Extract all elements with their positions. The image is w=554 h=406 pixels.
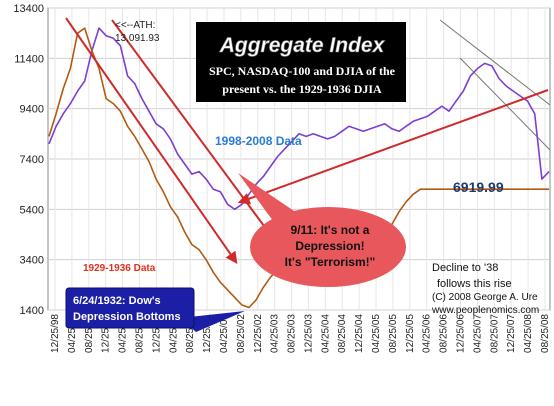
last-value-label: 6919.99 bbox=[453, 179, 504, 195]
y-tick-label: 13400 bbox=[13, 3, 44, 15]
bubble-text-line1: 9/11: It's not a bbox=[291, 223, 370, 237]
ath-label-line2: 13,091.93 bbox=[115, 33, 160, 44]
x-tick-label: 12/25/07 bbox=[506, 314, 517, 353]
x-tick-label: 12/25/04 bbox=[354, 314, 365, 353]
x-tick-label: 04/25/01 bbox=[168, 314, 179, 353]
chart-title: Aggregate Index bbox=[219, 34, 386, 57]
y-tick-label: 3400 bbox=[20, 255, 44, 267]
terrorism-bubble bbox=[250, 207, 406, 287]
trend-arrow-2 bbox=[111, 19, 280, 247]
chart-subtitle-line2: present vs. the 1929-1936 DJIA bbox=[222, 82, 382, 96]
x-tick-label: 08/25/01 bbox=[185, 314, 196, 353]
x-tick-label: 04/25/05 bbox=[371, 314, 382, 353]
x-tick-label: 08/25/04 bbox=[337, 314, 348, 353]
x-tick-label: 04/25/00 bbox=[118, 314, 129, 353]
y-tick-label: 9400 bbox=[20, 104, 44, 116]
decline-note-line2: follows this rise bbox=[437, 278, 512, 290]
y-tick-label: 5400 bbox=[20, 204, 44, 216]
x-tick-label: 12/25/05 bbox=[405, 314, 416, 353]
decline-note-line1: Decline to '38 bbox=[432, 262, 498, 274]
bottom-callout-line2: Depression Bottoms bbox=[73, 311, 181, 323]
x-tick-label: 12/25/00 bbox=[151, 314, 162, 353]
x-tick-label: 08/25/99 bbox=[84, 314, 95, 353]
channel-line-upper bbox=[439, 19, 551, 106]
ath-label-line1: <<--ATH: bbox=[115, 20, 155, 31]
channel-line-lower bbox=[459, 57, 551, 151]
bottom-callout-box bbox=[65, 287, 195, 329]
x-tick-label: 12/25/98 bbox=[50, 314, 61, 353]
x-tick-label: 08/25/03 bbox=[287, 314, 298, 353]
x-tick-label: 04/25/08 bbox=[523, 314, 534, 353]
x-tick-label: 08/25/06 bbox=[439, 314, 450, 353]
x-axis-ticks: 12/25/98 04/25/99 08/25/99 12/25/99 04/25/00… bbox=[50, 314, 551, 353]
x-tick-label: 04/25/07 bbox=[472, 314, 483, 353]
x-tick-label: 12/25/01 bbox=[202, 314, 213, 353]
x-tick-label: 08/25/00 bbox=[134, 314, 145, 353]
x-tick-label: 08/25/02 bbox=[236, 314, 247, 353]
bubble-text-line3: It's "Terrorism!" bbox=[285, 255, 376, 269]
x-tick-label: 04/25/02 bbox=[219, 314, 230, 353]
x-tick-label: 12/25/99 bbox=[101, 314, 112, 353]
bubble-text-line2: Depression! bbox=[295, 239, 364, 253]
copyright-text: (C) 2008 George A. Ure bbox=[432, 292, 538, 303]
x-tick-label: 08/25/05 bbox=[388, 314, 399, 353]
y-tick-label: 11400 bbox=[14, 53, 44, 65]
y-tick-label: 1400 bbox=[20, 305, 44, 317]
x-tick-label: 04/25/04 bbox=[320, 314, 331, 353]
y-tick-label: 7400 bbox=[20, 154, 44, 166]
trend-arrow-3 bbox=[237, 89, 549, 205]
x-tick-label: 04/25/06 bbox=[422, 314, 433, 353]
x-tick-label: 08/25/07 bbox=[489, 314, 500, 353]
trend-arrow-1 bbox=[65, 17, 238, 264]
x-tick-label: 12/25/06 bbox=[456, 314, 467, 353]
chart-subtitle-line1: SPC, NASDAQ-100 and DJIA of the bbox=[209, 64, 396, 78]
x-tick-label: 04/25/99 bbox=[67, 314, 78, 353]
series-label-old: 1929-1936 Data bbox=[83, 263, 156, 274]
series-line-1998-2008 bbox=[48, 27, 550, 211]
y-axis-ticks: 1400 3400 5400 7400 9400 11400 13400 bbox=[13, 3, 44, 317]
x-tick-label: 12/25/02 bbox=[253, 314, 264, 353]
x-tick-label: 12/25/03 bbox=[303, 314, 314, 353]
x-tick-label: 08/25/08 bbox=[540, 314, 551, 353]
bottom-callout-line1: 6/24/1932: Dow's bbox=[73, 295, 161, 307]
website-text: www.peoplenomics.com bbox=[431, 305, 539, 316]
title-box bbox=[196, 22, 406, 102]
bottom-callout-tail bbox=[180, 311, 245, 332]
x-tick-label: 04/25/03 bbox=[270, 314, 281, 353]
series-label-modern: 1998-2008 Data bbox=[215, 134, 302, 148]
